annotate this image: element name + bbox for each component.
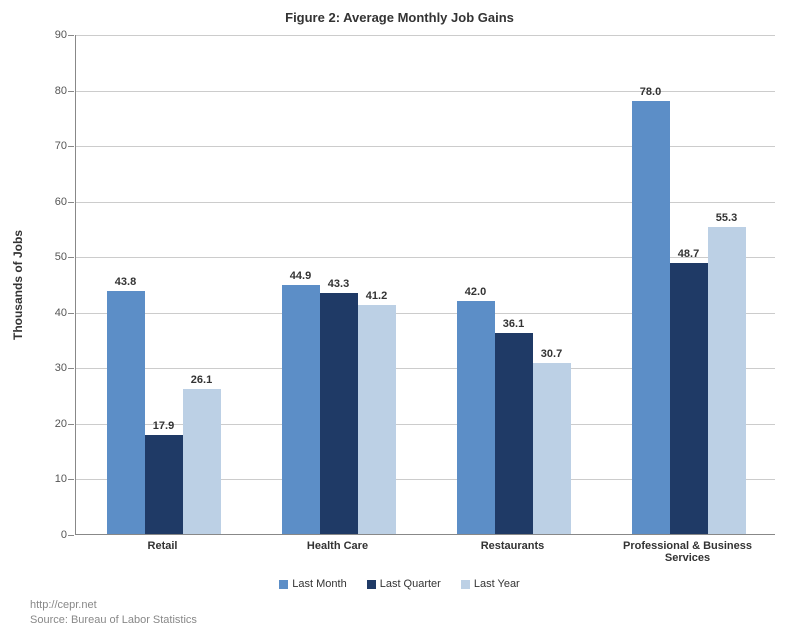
y-tick-label: 30 bbox=[37, 362, 67, 374]
chart-container: Figure 2: Average Monthly Job Gains Thou… bbox=[0, 0, 799, 630]
bar: 36.1 bbox=[495, 333, 533, 534]
legend: Last Month Last Quarter Last Year bbox=[0, 578, 799, 590]
source-url: http://cepr.net bbox=[30, 599, 97, 611]
bar: 78.0 bbox=[632, 101, 670, 534]
y-tick-label: 0 bbox=[37, 529, 67, 541]
legend-label: Last Year bbox=[474, 578, 520, 590]
y-tick-label: 20 bbox=[37, 418, 67, 430]
bar-value-label: 30.7 bbox=[541, 348, 562, 360]
bar: 55.3 bbox=[708, 227, 746, 534]
x-tick-label: Retail bbox=[75, 540, 250, 552]
gridline bbox=[76, 202, 775, 203]
bar-value-label: 44.9 bbox=[290, 270, 311, 282]
bar-value-label: 26.1 bbox=[191, 374, 212, 386]
legend-swatch bbox=[367, 580, 376, 589]
bar-value-label: 17.9 bbox=[153, 420, 174, 432]
gridline bbox=[76, 257, 775, 258]
x-tick-label: Professional & BusinessServices bbox=[600, 540, 775, 564]
bar: 30.7 bbox=[533, 363, 571, 534]
y-tick-label: 50 bbox=[37, 251, 67, 263]
y-tick-label: 40 bbox=[37, 307, 67, 319]
y-tick bbox=[68, 424, 74, 425]
legend-label: Last Month bbox=[292, 578, 346, 590]
bar-value-label: 42.0 bbox=[465, 286, 486, 298]
legend-item: Last Month bbox=[279, 578, 346, 590]
gridline bbox=[76, 146, 775, 147]
source-text: Source: Bureau of Labor Statistics bbox=[30, 614, 197, 626]
bar-value-label: 43.3 bbox=[328, 278, 349, 290]
legend-swatch bbox=[279, 580, 288, 589]
bar: 41.2 bbox=[358, 305, 396, 534]
y-tick bbox=[68, 313, 74, 314]
bar: 48.7 bbox=[670, 263, 708, 534]
gridline bbox=[76, 35, 775, 36]
bar-value-label: 48.7 bbox=[678, 248, 699, 260]
legend-swatch bbox=[461, 580, 470, 589]
bar-value-label: 41.2 bbox=[366, 290, 387, 302]
y-tick bbox=[68, 535, 74, 536]
bar-value-label: 55.3 bbox=[716, 212, 737, 224]
bar: 44.9 bbox=[282, 285, 320, 534]
bar: 43.8 bbox=[107, 291, 145, 534]
y-tick-label: 90 bbox=[37, 29, 67, 41]
y-tick bbox=[68, 368, 74, 369]
y-tick-label: 60 bbox=[37, 196, 67, 208]
y-tick bbox=[68, 91, 74, 92]
bar: 43.3 bbox=[320, 293, 358, 534]
y-tick-label: 70 bbox=[37, 140, 67, 152]
y-tick bbox=[68, 202, 74, 203]
bar-value-label: 78.0 bbox=[640, 86, 661, 98]
gridline bbox=[76, 91, 775, 92]
x-tick-label: Restaurants bbox=[425, 540, 600, 552]
plot-area: 43.817.926.144.943.341.242.036.130.778.0… bbox=[75, 35, 775, 535]
legend-item: Last Quarter bbox=[367, 578, 441, 590]
bar: 42.0 bbox=[457, 301, 495, 534]
legend-label: Last Quarter bbox=[380, 578, 441, 590]
legend-item: Last Year bbox=[461, 578, 520, 590]
y-tick bbox=[68, 257, 74, 258]
bar: 17.9 bbox=[145, 435, 183, 534]
bar-value-label: 36.1 bbox=[503, 318, 524, 330]
y-tick bbox=[68, 479, 74, 480]
x-tick-label: Health Care bbox=[250, 540, 425, 552]
y-tick bbox=[68, 35, 74, 36]
y-tick bbox=[68, 146, 74, 147]
chart-title: Figure 2: Average Monthly Job Gains bbox=[0, 10, 799, 25]
y-tick-label: 10 bbox=[37, 473, 67, 485]
y-tick-label: 80 bbox=[37, 85, 67, 97]
y-axis-label: Thousands of Jobs bbox=[11, 230, 25, 340]
bar-value-label: 43.8 bbox=[115, 276, 136, 288]
bar: 26.1 bbox=[183, 389, 221, 534]
